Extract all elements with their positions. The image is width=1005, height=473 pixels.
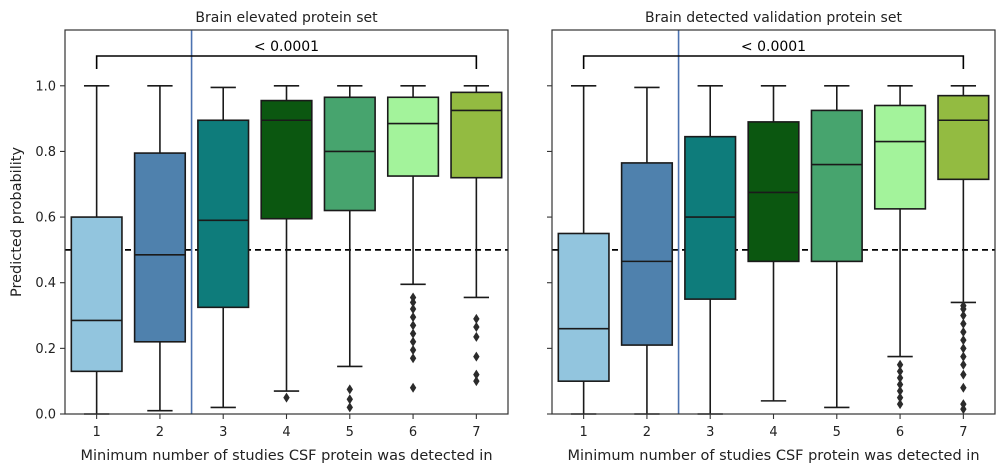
box-2 — [133, 84, 187, 412]
box-4 — [260, 84, 313, 403]
x-tick-label: 7 — [959, 425, 967, 440]
x-axis-label: Minimum number of studies CSF protein wa… — [80, 448, 492, 464]
box-7 — [937, 84, 990, 415]
y-tick-label: 1.0 — [35, 79, 56, 94]
outlier-point — [960, 335, 967, 346]
outlier-point — [473, 313, 480, 324]
outlier-point — [409, 312, 417, 323]
x-tick-label: 5 — [833, 425, 841, 440]
outlier-point — [346, 402, 353, 413]
box-rect — [873, 104, 927, 210]
outlier-point — [960, 300, 967, 311]
box-rect — [386, 96, 440, 177]
y-tick-label: 0.4 — [35, 276, 56, 291]
outlier-point — [409, 382, 417, 393]
box-1 — [70, 84, 123, 415]
outlier-point — [409, 303, 417, 314]
x-tick-label: 2 — [156, 425, 164, 440]
outlier-point — [473, 376, 480, 387]
outlier-point — [896, 366, 904, 377]
box-rect — [684, 135, 737, 300]
outlier-point — [409, 292, 417, 303]
outlier-point — [409, 353, 417, 364]
y-axis-label: Predicted probability — [9, 147, 25, 297]
x-tick-label: 7 — [472, 425, 480, 440]
box-4 — [747, 84, 800, 402]
outlier-point — [896, 399, 904, 410]
outlier-point — [960, 399, 967, 410]
box-5 — [810, 84, 863, 409]
x-tick-label: 5 — [346, 425, 354, 440]
x-tick-label: 1 — [580, 425, 588, 440]
outlier-point — [960, 343, 967, 354]
x-tick-label: 3 — [219, 425, 227, 440]
outlier-point — [960, 359, 967, 370]
box-rect — [70, 216, 123, 373]
box-6 — [386, 84, 440, 393]
y-tick-label: 0.2 — [35, 342, 56, 357]
outlier-point — [409, 336, 417, 347]
outlier-point — [473, 331, 480, 342]
x-tick-label: 1 — [93, 425, 101, 440]
outlier-point — [473, 322, 480, 333]
outlier-point — [346, 394, 353, 405]
box-2 — [620, 86, 674, 415]
outlier-point — [473, 351, 480, 362]
box-7 — [450, 84, 503, 387]
panel-1: < 0.0001 1 2 3 4 5 6 7 0.0 0.2 0.4 0.6 0.8 1.0 Brain e… — [9, 10, 509, 464]
box-rect — [133, 152, 187, 343]
x-tick-label: 4 — [769, 425, 777, 440]
box-6 — [873, 84, 927, 410]
outlier-point — [960, 326, 967, 337]
x-tick-label: 6 — [409, 425, 417, 440]
box-rect — [747, 121, 800, 263]
outlier-point — [896, 359, 904, 370]
outlier-point — [896, 386, 904, 397]
outlier-point — [283, 392, 290, 403]
outlier-point — [960, 382, 967, 393]
box-rect — [260, 99, 313, 220]
y-tick-label: 0.6 — [35, 211, 56, 226]
outlier-point — [960, 310, 967, 321]
outlier-point — [960, 318, 967, 329]
panel-2: < 0.0001 1 2 3 4 5 6 7 Brain detected validation… — [547, 10, 996, 464]
significance-bracket — [95, 55, 478, 69]
box-rect — [620, 162, 674, 346]
x-tick-label: 3 — [706, 425, 714, 440]
outlier-point — [896, 379, 904, 390]
y-tick-label: 0.0 — [35, 408, 56, 423]
box-rect — [937, 94, 990, 181]
significance-label: < 0.0001 — [741, 39, 806, 55]
box-rect — [450, 91, 503, 179]
box-5 — [323, 84, 376, 413]
box-3 — [684, 84, 737, 415]
outlier-point — [473, 369, 480, 380]
y-tick-label: 0.8 — [35, 145, 56, 160]
x-tick-label: 4 — [282, 425, 290, 440]
x-tick-label: 2 — [643, 425, 651, 440]
x-tick-label: 6 — [896, 425, 904, 440]
box-3 — [197, 86, 250, 409]
chart-title: Brain elevated protein set — [195, 10, 378, 26]
outlier-point — [960, 369, 967, 380]
box-rect — [323, 96, 376, 212]
x-axis-label: Minimum number of studies CSF protein wa… — [567, 448, 979, 464]
outlier-point — [896, 392, 904, 403]
outlier-point — [409, 320, 417, 331]
box-rect — [197, 119, 250, 309]
outlier-point — [960, 351, 967, 362]
outlier-point — [346, 384, 353, 395]
outlier-point — [896, 372, 904, 383]
significance-bracket — [582, 55, 965, 69]
outlier-point — [409, 328, 417, 339]
outlier-point — [409, 345, 417, 355]
chart-title: Brain detected validation protein set — [645, 10, 902, 26]
box-rect — [557, 232, 610, 382]
significance-label: < 0.0001 — [254, 39, 319, 55]
box-rect — [810, 109, 863, 263]
box-1 — [557, 84, 610, 415]
